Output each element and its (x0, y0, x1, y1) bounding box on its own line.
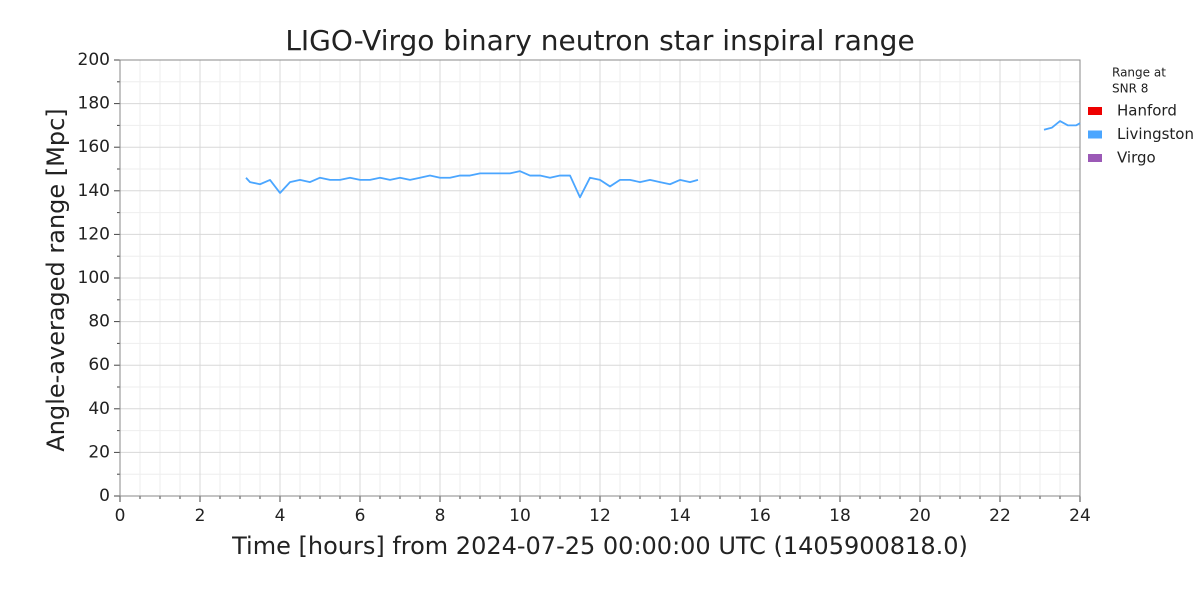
legend-title: Range at (1112, 66, 1166, 80)
x-tick-label: 4 (275, 506, 286, 526)
x-tick-label: 12 (589, 506, 611, 526)
y-tick-label: 180 (78, 94, 110, 114)
legend-swatch (1088, 107, 1102, 115)
legend-swatch (1088, 154, 1102, 162)
y-tick-label: 20 (88, 442, 110, 462)
x-tick-label: 6 (355, 506, 366, 526)
y-axis-label: Angle-averaged range [Mpc] (42, 108, 70, 451)
x-tick-label: 8 (435, 506, 446, 526)
x-tick-label: 18 (829, 506, 851, 526)
plot-frame (119, 59, 1081, 497)
x-tick-label: 2 (195, 506, 206, 526)
y-tick-label: 0 (99, 486, 110, 506)
chart-title: LIGO-Virgo binary neutron star inspiral … (285, 24, 914, 57)
legend-swatch (1088, 130, 1102, 139)
legend-label: Hanford (1117, 102, 1177, 120)
x-axis-label: Time [hours] from 2024-07-25 00:00:00 UT… (231, 532, 968, 560)
y-tick-label: 160 (78, 137, 110, 157)
x-tick-label: 24 (1069, 506, 1091, 526)
y-tick-label: 120 (78, 224, 110, 244)
y-tick-label: 60 (88, 355, 110, 375)
x-tick-label: 0 (115, 506, 126, 526)
series-line (245, 120, 1081, 199)
x-tick-label: 20 (909, 506, 931, 526)
legend-label: Livingston (1117, 125, 1194, 143)
x-tick-label: 10 (509, 506, 531, 526)
x-tick-label: 22 (989, 506, 1011, 526)
legend-title: SNR 8 (1112, 82, 1148, 96)
y-tick-label: 140 (78, 181, 110, 201)
x-tick-label: 16 (749, 506, 771, 526)
y-tick-label: 80 (88, 312, 110, 332)
x-tick-label: 14 (669, 506, 691, 526)
y-tick-label: 200 (78, 50, 110, 70)
y-tick-label: 40 (88, 399, 110, 419)
y-tick-label: 100 (78, 268, 110, 288)
legend-label: Virgo (1117, 149, 1156, 167)
